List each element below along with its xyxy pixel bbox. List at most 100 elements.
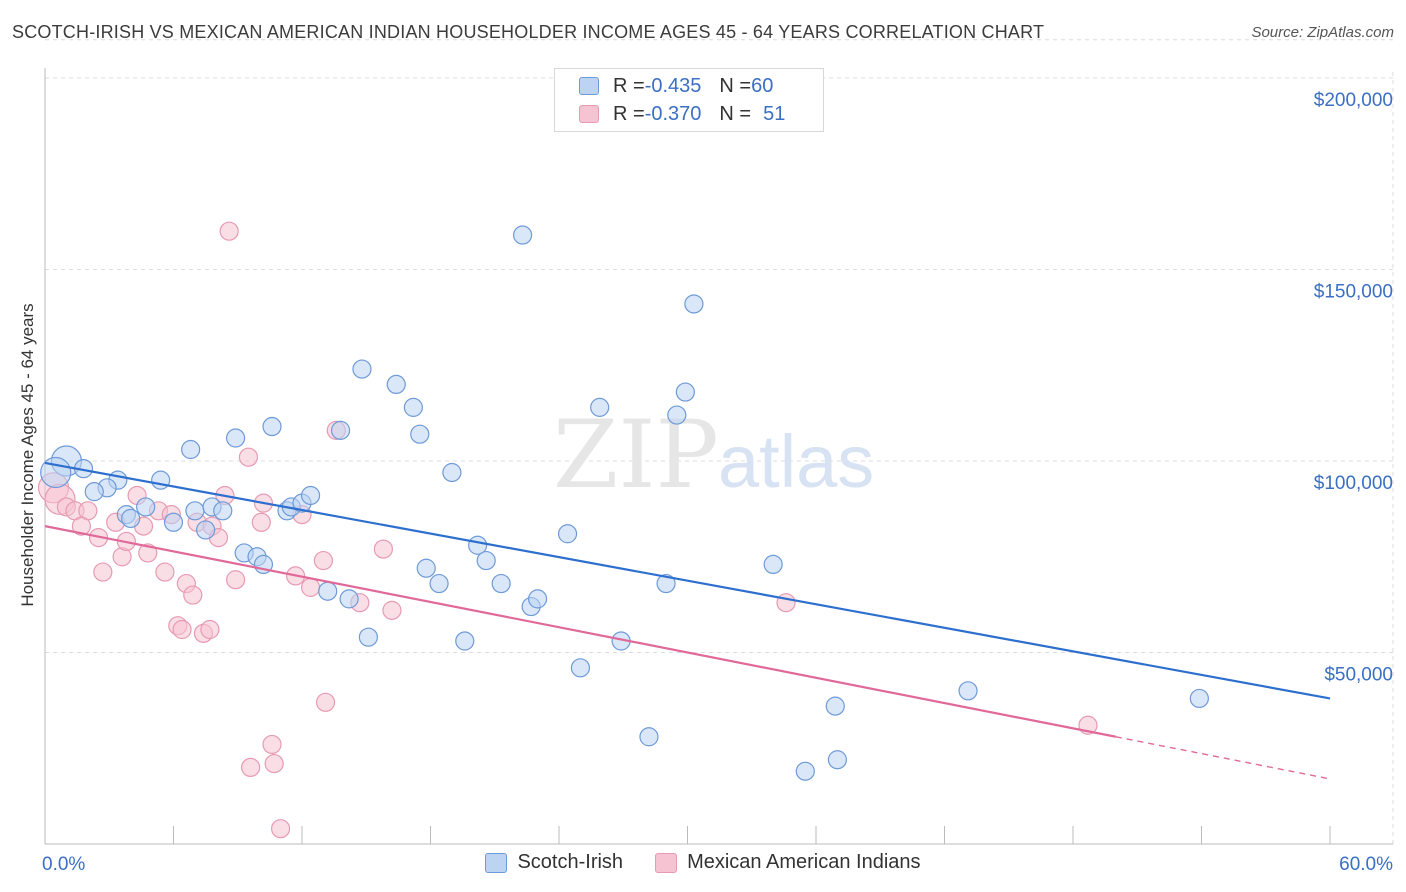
scotch-irish-point — [330, 420, 351, 440]
scotch-irish-point — [442, 462, 462, 483]
legend-item-mexican-american-indians: Mexican American Indians — [655, 851, 921, 874]
axes — [44, 68, 1393, 845]
scotch-irish-point — [386, 374, 406, 394]
scotch-irish-point — [675, 382, 695, 402]
scotch-irish-point — [455, 631, 475, 651]
mexican-american-indians-point — [262, 734, 282, 755]
scotch-irish-legend-swatch — [485, 852, 508, 873]
mexican-american-indians-point — [172, 619, 192, 640]
mexican-american-indians-legend-swatch — [655, 852, 678, 873]
scotch-irish-swatch — [579, 77, 599, 95]
chart-title: SCOTCH-IRISH VS MEXICAN AMERICAN INDIAN … — [12, 22, 1045, 42]
scotch-irish-point — [684, 294, 704, 314]
legend-r-value: -0.435 — [644, 74, 702, 97]
legend-item-label: Scotch-Irish — [517, 851, 624, 873]
legend-row-mexican-american-indians: R = -0.370 N = 51 — [579, 101, 785, 127]
scotch-irish-point — [213, 501, 233, 521]
scotch-irish-point — [84, 482, 104, 502]
source-label: Source: ZipAtlas.com — [1251, 24, 1394, 41]
scotch-irish-point — [352, 359, 372, 379]
legend-n-value: 51 — [763, 102, 786, 125]
mexican-american-indians-trendline — [44, 525, 1117, 738]
y-tick-label: $50,000 — [1324, 665, 1393, 686]
scotch-irish-point — [639, 727, 659, 747]
zipatlas-watermark: ZIP atlas — [553, 401, 874, 510]
mexican-american-indians-point — [315, 692, 336, 712]
legend-row-scotch-irish: R = -0.435 N = 60 — [579, 73, 773, 99]
scotch-irish-point — [527, 589, 548, 609]
legend-n-label: N = — [719, 74, 752, 97]
mexican-american-indians-trendline-extension — [1115, 736, 1331, 780]
scotch-irish-point — [226, 428, 246, 448]
scotch-irish-trendline — [44, 461, 1331, 700]
watermark-zip: ZIP — [553, 401, 719, 510]
mexican-american-indians-point — [373, 539, 393, 559]
mexican-american-indians-point — [219, 221, 239, 241]
mexican-american-indians-swatch — [579, 105, 599, 123]
scotch-irish-point — [136, 497, 156, 517]
tick-labels: $50,000 $100,000 $150,000 $200,000 0.0% 60.0% — [42, 90, 1393, 875]
legend-n-label: N = — [719, 102, 752, 125]
mexican-american-indians-point — [382, 600, 402, 620]
mexican-american-indians-point — [776, 593, 796, 613]
scotch-irish-point — [40, 456, 72, 489]
scotch-irish-point — [667, 405, 687, 425]
mexican-american-indians-point — [226, 570, 246, 590]
scotch-irish-point — [185, 501, 205, 521]
legend-item-label: Mexican American Indians — [687, 851, 921, 873]
scotch-irish-point — [763, 554, 783, 575]
watermark-atlas: atlas — [718, 420, 874, 503]
scotch-irish-point — [416, 558, 436, 578]
scotch-irish-point — [476, 550, 496, 571]
scotch-irish-point — [151, 470, 171, 490]
scotch-irish-point — [358, 627, 378, 647]
scotch-irish-point — [557, 524, 578, 544]
legend-n-value: 60 — [751, 74, 774, 97]
y-tick-label: $150,000 — [1314, 282, 1393, 303]
scotch-irish-point — [121, 508, 141, 529]
legend-r-label: R = — [613, 74, 645, 97]
y-tick-label: $100,000 — [1314, 473, 1393, 494]
scotch-irish-point — [512, 225, 533, 245]
scotch-irish-point — [196, 520, 216, 540]
scotch-irish-point — [318, 581, 338, 601]
scotch-irish-point — [825, 696, 845, 716]
scotch-irish-point — [262, 416, 282, 437]
scotch-irish-point — [403, 397, 423, 417]
mexican-american-indians-point — [183, 585, 203, 605]
grid-lines — [45, 39, 1394, 844]
mexican-american-indians-point — [270, 819, 291, 839]
scotch-irish-point — [590, 397, 610, 417]
legend-r-label: R = — [613, 102, 645, 125]
scotch-irish-point — [795, 761, 815, 781]
scotch-irish-point — [300, 485, 321, 506]
scotch-irish-point — [163, 512, 184, 532]
series-legend: Scotch-Irish Mexican American Indians — [0, 851, 1406, 874]
regression-lines — [44, 461, 1331, 780]
scotch-irish-point — [570, 658, 591, 678]
scotch-irish-point — [491, 573, 511, 594]
mexican-american-indians-point — [238, 447, 259, 467]
scotch-irish-point — [827, 750, 848, 770]
x-tick-label: 60.0% — [1339, 854, 1393, 875]
scotch-irish-point — [339, 589, 359, 609]
scotch-irish-point — [1189, 688, 1209, 709]
mexican-american-indians-point — [138, 543, 158, 563]
mexican-american-indians-point — [155, 562, 175, 582]
mexican-american-indians-point — [200, 619, 220, 640]
scotch-irish-point — [429, 573, 449, 594]
mexican-american-indians-point — [313, 550, 334, 571]
scotch-irish-point — [410, 424, 430, 444]
legend-item-scotch-irish: Scotch-Irish — [485, 851, 623, 874]
scotch-irish-point — [656, 573, 676, 594]
mexican-american-indians-point — [71, 516, 92, 536]
y-axis-label: Householder Income Ages 45 - 64 years — [18, 303, 37, 606]
mexican-american-indians-point — [264, 753, 284, 774]
scotch-irish-point — [181, 439, 201, 460]
legend-r-value: -0.370 — [644, 102, 702, 125]
correlation-legend: R = -0.435 N = 60 R = -0.370 N = 51 — [554, 68, 824, 132]
scotch-irish-point — [958, 681, 978, 701]
mexican-american-indians-point — [300, 577, 321, 597]
y-tick-label: $200,000 — [1314, 90, 1393, 111]
